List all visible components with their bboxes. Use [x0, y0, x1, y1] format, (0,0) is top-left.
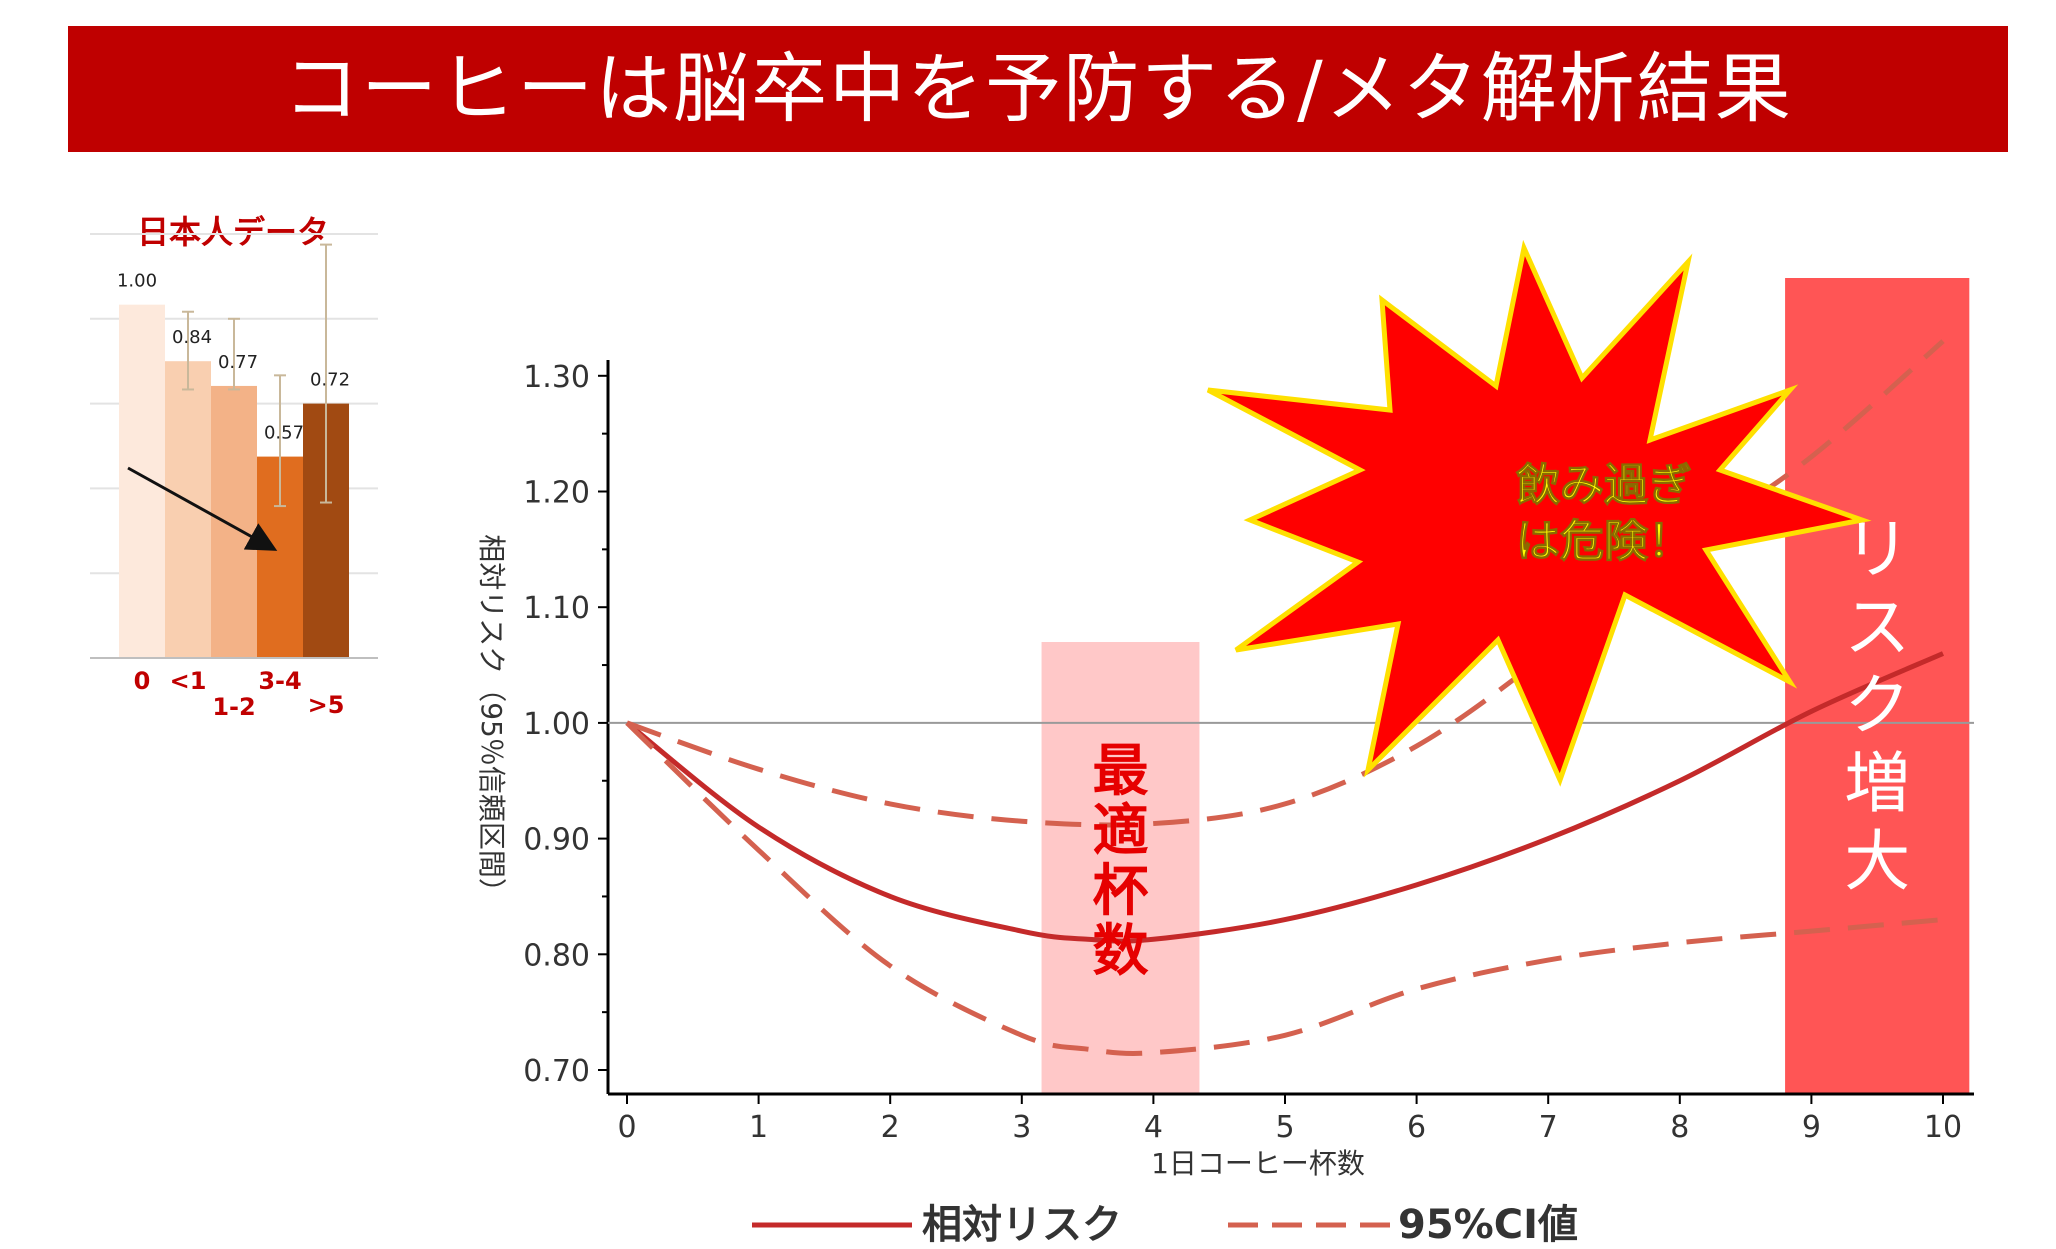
y-tick-label-3: 1.00 — [523, 707, 590, 742]
y-axis-label: 相対リスク（95％信頼区間） — [475, 534, 508, 906]
optimal-band-label-char: 数 — [1093, 919, 1149, 984]
optimal-band-label-char: 杯 — [1093, 859, 1149, 924]
chart-legend: 相対リスク 95%CI値 — [752, 1202, 1578, 1248]
warning-burst-shape — [1206, 239, 1872, 787]
bar-chart-title: 日本人データ — [137, 213, 329, 251]
bar-value-label-3: 0.57 — [264, 423, 304, 444]
bar-category-label-4: >5 — [308, 691, 345, 719]
risk-band-label-char: 増 — [1844, 745, 1910, 822]
bar-value-label-0: 1.00 — [117, 271, 157, 292]
bar-chart-marks: 1.00 0 0.84 <1 0.77 1-2 0.57 3-4 0.72 >5 — [117, 243, 350, 721]
x-tick-label-10: 10 — [1924, 1110, 1962, 1145]
y-tick-label-5: 1.20 — [523, 476, 590, 511]
bar-value-label-1: 0.84 — [172, 327, 212, 348]
optimal-band-label-char: 適 — [1093, 799, 1149, 864]
x-tick-label-9: 9 — [1802, 1110, 1821, 1145]
bar-value-label-4: 0.72 — [310, 370, 350, 391]
legend-relative-risk: 相対リスク — [922, 1202, 1122, 1248]
x-tick-label-0: 0 — [617, 1110, 636, 1145]
optimal-band — [1041, 642, 1200, 1094]
warning-burst-label-line: は危険！ — [1516, 516, 1692, 567]
optimal-band-label-char: 最 — [1093, 739, 1149, 804]
trend-arrow — [127, 466, 278, 551]
x-axis-label: 1日コーヒー杯数 — [1151, 1147, 1365, 1180]
y-tick-label-4: 1.10 — [523, 591, 590, 626]
chart-bands — [1041, 278, 1970, 1094]
bar-category-label-2: 1-2 — [212, 693, 255, 721]
ci-line-2 — [625, 721, 1944, 1056]
risk-band-label-char: ク — [1844, 667, 1910, 744]
x-tick-label-4: 4 — [1144, 1110, 1163, 1145]
y-tick-label-0: 0.70 — [523, 1054, 590, 1089]
bar-category-label-0: 0 — [134, 667, 151, 695]
y-tick-label-1: 0.80 — [523, 938, 590, 973]
bar-2 — [211, 385, 257, 658]
x-tick-label-5: 5 — [1275, 1110, 1294, 1145]
coffee-relative-risk-line-chart: 0.70 0.80 0.90 1.00 1.10 1.20 1.30 0 1 2 3 4 5 6 7 8 9 10… — [475, 239, 1974, 1248]
risk-band-label-char: ス — [1844, 589, 1910, 666]
x-tick-label-7: 7 — [1539, 1110, 1558, 1145]
bar-0 — [119, 304, 165, 658]
x-tick-label-6: 6 — [1407, 1110, 1426, 1145]
relative-risk-line — [625, 651, 1945, 944]
page-title: コーヒーは脳卒中を予防する/メタ解析結果 — [283, 44, 1793, 133]
warning-burst-label-line: 飲み過ぎ — [1516, 460, 1692, 511]
y-tick-label-2: 0.90 — [523, 823, 590, 858]
x-tick-label-1: 1 — [749, 1110, 768, 1145]
japanese-data-bar-chart: 日本人データ 1.00 0 0.84 <1 0.77 1-2 0.57 3-4 0.72 >5 — [90, 213, 378, 721]
title-banner: コーヒーは脳卒中を予防する/メタ解析結果 — [68, 26, 2008, 152]
risk-band — [1785, 278, 1970, 1094]
x-tick-label-3: 3 — [1012, 1110, 1031, 1145]
risk-band-label-char: 大 — [1844, 823, 1910, 900]
x-tick-label-2: 2 — [881, 1110, 900, 1145]
bar-value-label-2: 0.77 — [218, 352, 258, 373]
legend-ci: 95%CI値 — [1398, 1202, 1578, 1248]
bar-category-label-1: <1 — [170, 667, 207, 695]
chart-series — [625, 339, 1945, 1056]
y-tick-label-6: 1.30 — [523, 360, 590, 395]
bar-category-label-3: 3-4 — [258, 667, 301, 695]
x-tick-label-8: 8 — [1670, 1110, 1689, 1145]
chart-axes: 0.70 0.80 0.90 1.00 1.10 1.20 1.30 0 1 2 3 4 5 6 7 8 9 10 — [523, 360, 1974, 1145]
